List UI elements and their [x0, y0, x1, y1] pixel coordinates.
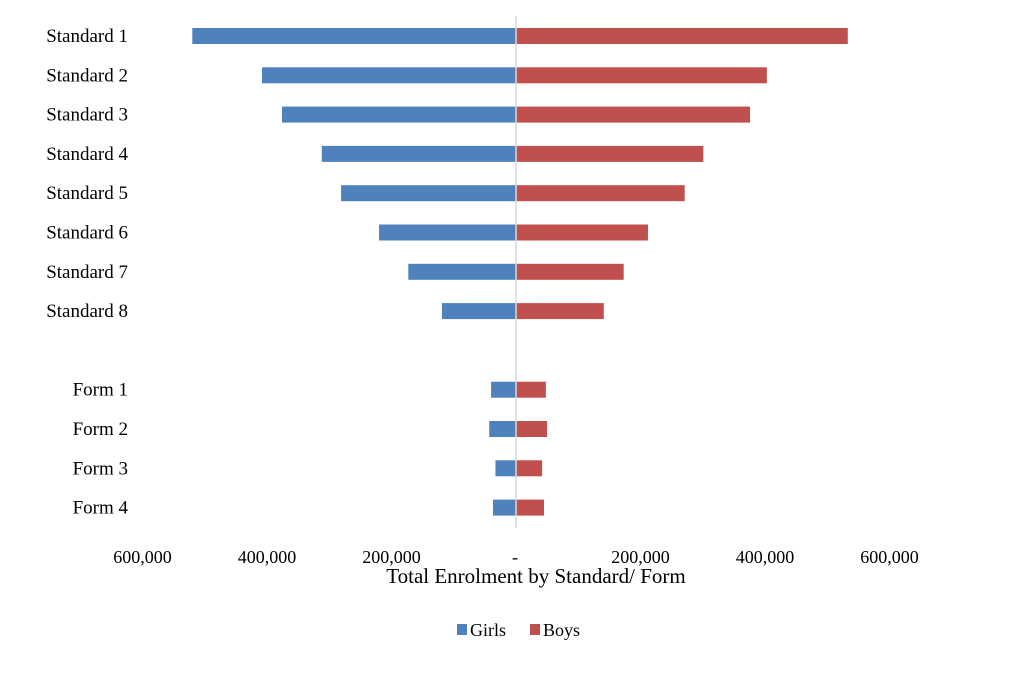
bar-girls: [441, 303, 516, 320]
bar-boys: [516, 145, 704, 162]
legend-label: Girls: [470, 620, 506, 640]
category-label: Standard 3: [46, 105, 128, 126]
x-tick-labels: 600,000 400,000 200,000 - 200,000 400,000 600,…: [113, 547, 919, 567]
bar-girls: [192, 28, 517, 44]
category-label: Standard 7: [46, 262, 128, 283]
bar-boys: [516, 185, 685, 202]
legend: Girls Boys: [457, 620, 580, 640]
legend-swatch-boys: [530, 624, 540, 635]
bar-girls: [281, 106, 516, 123]
bar-boys: [516, 224, 648, 241]
category-label: Standard 6: [46, 223, 128, 244]
x-tick-label: 200,000: [362, 547, 421, 567]
bar-boys: [516, 263, 624, 280]
bar-girls: [379, 224, 516, 241]
bar-girls: [491, 381, 516, 398]
category-labels: Standard 1 Standard 2 Standard 3 Standard 4…: [46, 26, 128, 519]
bars-group: [192, 28, 848, 516]
bar-girls: [495, 460, 516, 477]
category-label: Standard 1: [46, 26, 128, 47]
bar-boys: [516, 28, 848, 44]
bar-boys: [516, 460, 543, 477]
category-label: Form 4: [73, 498, 129, 519]
bar-boys: [516, 421, 548, 437]
bar-girls: [321, 145, 516, 162]
category-label: Standard 2: [46, 65, 128, 86]
bar-girls: [489, 421, 516, 437]
bar-girls: [262, 67, 516, 84]
x-tick-label: 400,000: [736, 547, 795, 567]
x-tick-label: 600,000: [113, 547, 172, 567]
x-tick-label: 600,000: [860, 547, 919, 567]
category-label: Form 2: [73, 419, 128, 440]
bar-boys: [516, 381, 546, 398]
category-label: Standard 5: [46, 183, 128, 204]
category-label: Standard 4: [46, 144, 128, 165]
bar-boys: [516, 106, 751, 123]
category-label: Form 3: [73, 458, 128, 479]
legend-swatch-girls: [457, 624, 467, 635]
x-tick-label: 200,000: [611, 547, 670, 567]
bar-girls: [408, 263, 516, 280]
bar-boys: [516, 303, 604, 320]
legend-label: Boys: [543, 620, 580, 640]
bar-boys: [516, 499, 545, 516]
category-label: Form 1: [73, 380, 128, 401]
x-axis-title: Total Enrolment by Standard/ Form: [386, 564, 686, 588]
category-label: Standard 8: [46, 301, 128, 322]
bar-girls: [341, 185, 516, 202]
bar-girls: [492, 499, 516, 516]
bar-boys: [516, 67, 767, 84]
x-tick-label: -: [512, 547, 518, 567]
x-tick-label: 400,000: [238, 547, 297, 567]
